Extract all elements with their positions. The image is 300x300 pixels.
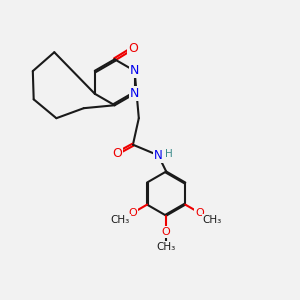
Text: H: H [165,148,172,158]
Text: O: O [195,208,204,218]
Text: CH₃: CH₃ [157,242,176,252]
Text: CH₃: CH₃ [111,215,130,225]
Text: N: N [130,64,139,77]
Text: O: O [112,147,122,160]
Text: O: O [128,42,138,55]
Text: O: O [162,227,171,237]
Text: N: N [154,149,163,162]
Text: CH₃: CH₃ [202,215,222,225]
Text: N: N [130,87,139,100]
Text: O: O [129,208,137,218]
